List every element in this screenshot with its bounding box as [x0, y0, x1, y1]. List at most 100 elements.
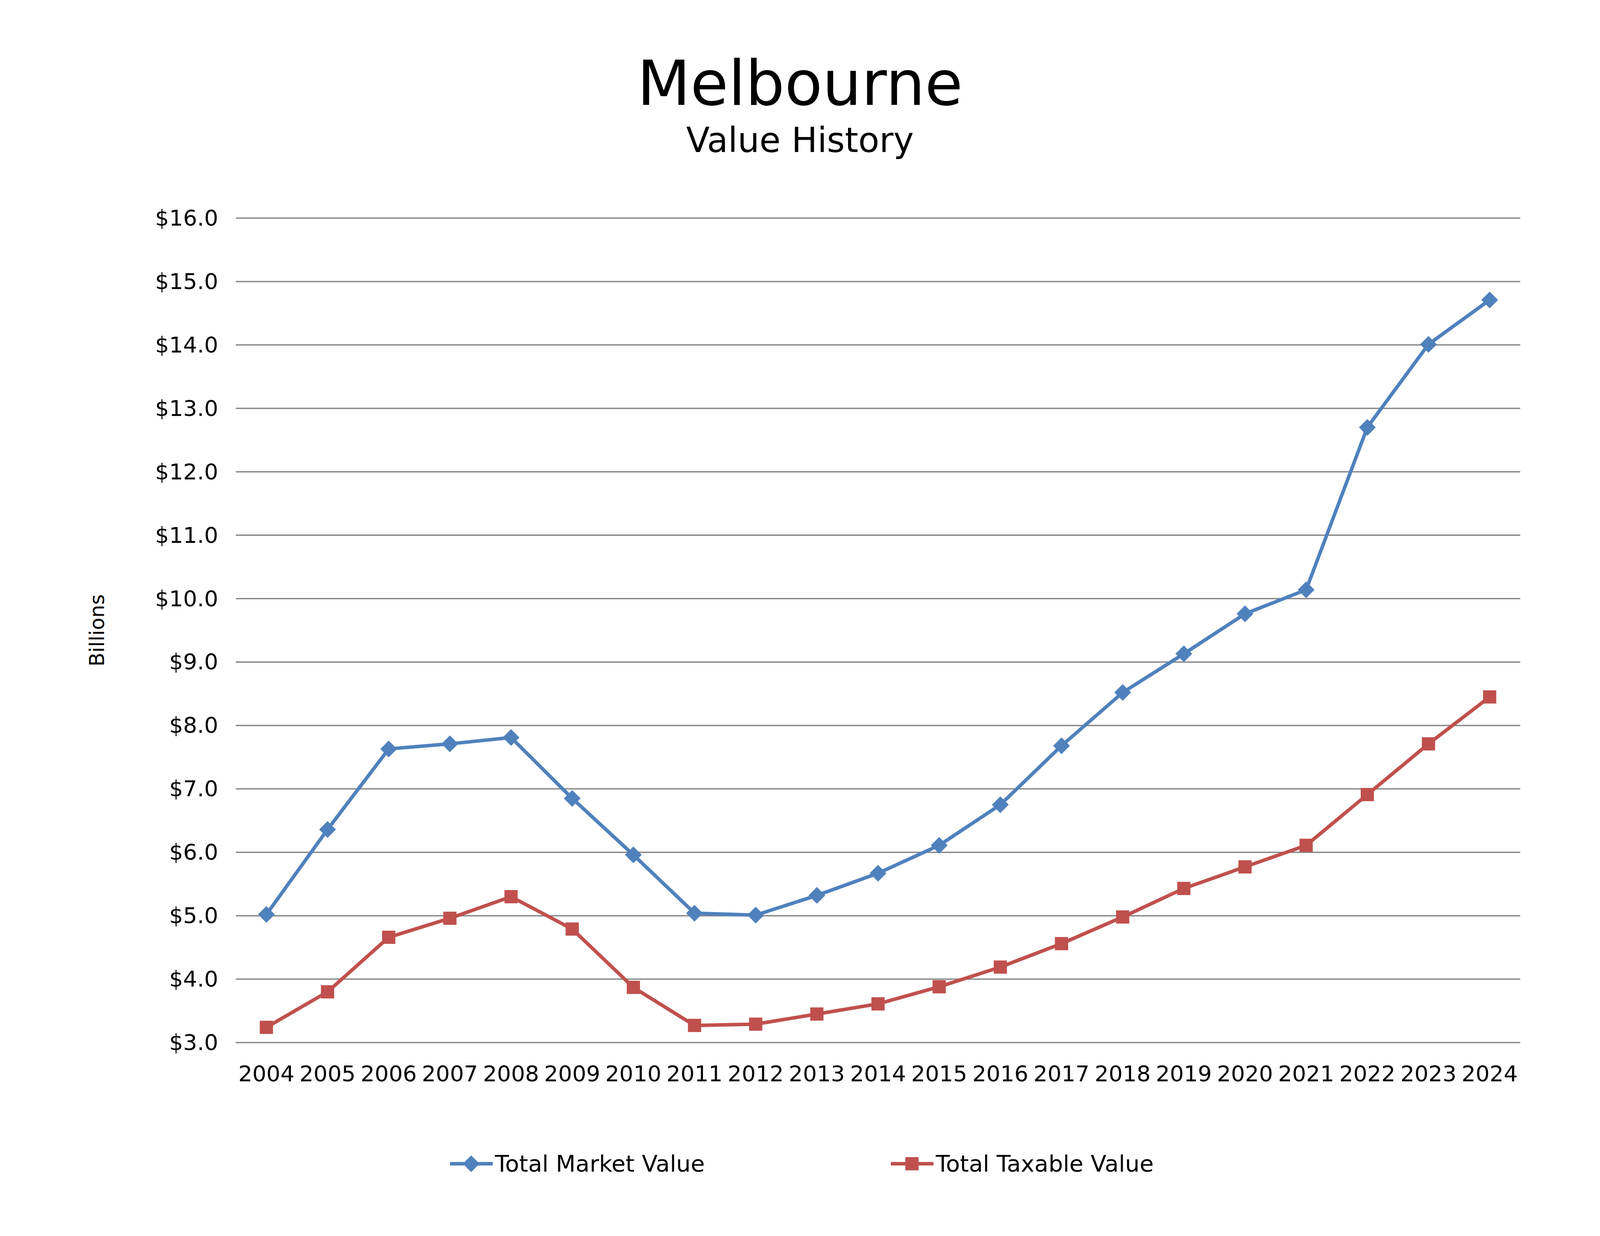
data-point	[1421, 737, 1436, 751]
data-point	[1299, 838, 1313, 853]
x-tick-label: 2022	[1339, 1061, 1396, 1087]
data-point	[688, 1019, 702, 1033]
x-tick-label: 2010	[605, 1061, 662, 1087]
plot-area	[257, 291, 1498, 1035]
data-point	[871, 997, 885, 1011]
data-point	[319, 821, 336, 838]
data-point	[1116, 910, 1130, 924]
data-point	[626, 981, 640, 995]
chart: MelbourneValue History Billions $3.0 $4.0 $5…	[0, 0, 1600, 1236]
y-tick-label: $13.0	[155, 395, 219, 422]
x-tick-label: 2012	[727, 1061, 784, 1087]
x-tick-label: 2008	[483, 1061, 540, 1087]
grid-line	[235, 598, 1521, 600]
data-point	[1481, 291, 1499, 309]
legend-marker	[462, 1155, 480, 1173]
data-point	[259, 1020, 273, 1035]
data-point	[443, 911, 457, 926]
y-tick-label: $16.0	[155, 205, 219, 231]
y-tick-label: $6.0	[169, 839, 219, 866]
legend-label: Total Market Value	[494, 1150, 705, 1178]
grid-line	[235, 661, 1521, 663]
x-tick-label: 2007	[421, 1061, 478, 1087]
y-tick-label: $11.0	[155, 522, 219, 549]
subtitle: Value History	[686, 120, 914, 160]
grid-line	[235, 344, 1521, 346]
data-point	[992, 796, 1009, 814]
x-tick-label: 2019	[1155, 1061, 1212, 1087]
data-point	[1238, 860, 1252, 874]
grid-line	[235, 788, 1521, 790]
data-point	[747, 907, 764, 924]
legend-label: Total Taxable Value	[935, 1150, 1154, 1178]
x-tick-label: 2020	[1216, 1061, 1273, 1087]
x-tick-label: 2005	[299, 1061, 356, 1087]
y-tick-label: $4.0	[169, 966, 219, 993]
data-point	[869, 865, 887, 882]
grid-line	[235, 978, 1521, 981]
x-tick-label: 2004	[238, 1061, 295, 1087]
data-point	[441, 735, 459, 753]
series-line	[266, 697, 1490, 1028]
data-point	[686, 904, 704, 922]
data-point	[993, 960, 1008, 975]
data-point	[810, 1007, 824, 1021]
data-point	[808, 887, 826, 905]
x-tick-label: 2011	[666, 1061, 723, 1087]
series	[257, 291, 1498, 924]
y-tick-label: $9.0	[169, 649, 219, 675]
data-point	[1175, 645, 1193, 663]
data-point	[382, 930, 396, 945]
x-tick-label: 2024	[1461, 1061, 1518, 1087]
y-tick-label: $8.0	[169, 712, 219, 739]
x-tick-label: 2023	[1400, 1061, 1457, 1087]
data-point	[380, 740, 398, 758]
background	[0, 0, 1600, 1236]
x-tick-label: 2013	[788, 1061, 845, 1087]
grid-line	[235, 471, 1521, 473]
data-point	[502, 729, 520, 747]
y-tick-label: $12.0	[155, 459, 219, 485]
data-point	[748, 1017, 763, 1031]
x-tick-label: 2006	[360, 1061, 417, 1087]
x-tick-label: 2021	[1278, 1061, 1335, 1087]
legend-marker	[905, 1157, 919, 1171]
data-point	[932, 980, 946, 994]
grid-line	[235, 1042, 1521, 1044]
data-point	[1297, 581, 1315, 599]
y-tick-label: $3.0	[169, 1030, 219, 1056]
grid-line	[235, 217, 1521, 220]
x-tick-label: 2017	[1033, 1061, 1090, 1087]
grid-line	[235, 852, 1521, 854]
data-point	[1114, 684, 1132, 702]
data-point	[1054, 937, 1068, 951]
series	[259, 690, 1496, 1035]
legend: Total Market Value Total Taxable Value	[450, 1150, 1154, 1178]
x-tick-label: 2016	[972, 1061, 1029, 1087]
data-point	[257, 906, 275, 923]
y-tick-label: $10.0	[155, 586, 219, 612]
data-point	[1236, 605, 1254, 623]
data-point	[1177, 881, 1191, 896]
x-tick-label: 2014	[849, 1061, 906, 1087]
series-line	[266, 300, 1490, 916]
title: Melbourne	[636, 47, 963, 120]
data-point	[320, 985, 335, 999]
x-tick-label: 2018	[1094, 1061, 1151, 1087]
y-tick-label: $5.0	[169, 903, 219, 929]
y-axis-label: Billions	[85, 594, 109, 667]
data-point	[1360, 788, 1374, 802]
data-point	[930, 837, 948, 854]
data-point	[1420, 335, 1437, 353]
data-point	[1483, 690, 1497, 704]
grid-line	[235, 725, 1521, 727]
data-point	[565, 922, 579, 936]
data-point	[504, 890, 518, 904]
data-point	[1358, 419, 1376, 436]
y-tick-label: $14.0	[155, 332, 219, 358]
grid-line	[235, 915, 1521, 917]
data-point	[1053, 737, 1070, 755]
data-point	[625, 846, 642, 864]
y-tick-label: $7.0	[169, 776, 219, 802]
data-point	[563, 790, 581, 808]
